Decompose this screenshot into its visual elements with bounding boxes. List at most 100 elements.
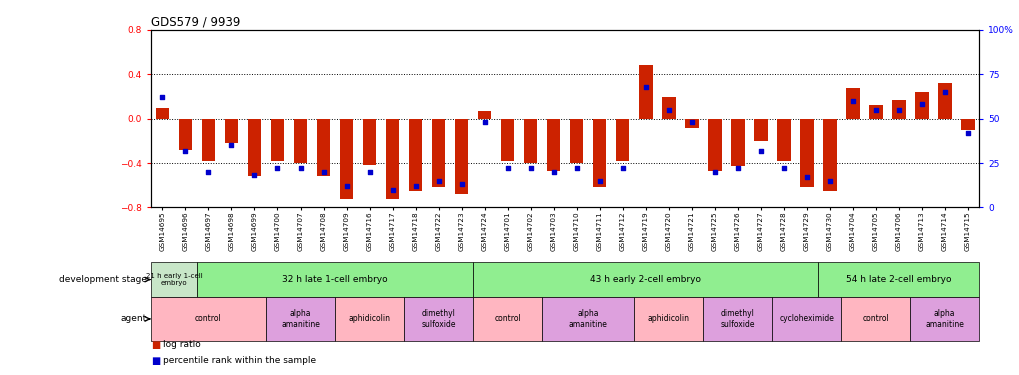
Text: ■: ■ — [151, 356, 160, 366]
Bar — [334, 297, 404, 340]
Bar — [541, 297, 634, 340]
Point — [453, 182, 470, 188]
Point — [752, 148, 768, 154]
Point — [407, 183, 423, 189]
Text: control: control — [195, 314, 222, 323]
Bar — [936, 83, 951, 118]
Bar — [404, 297, 473, 340]
Text: control: control — [861, 314, 889, 323]
Text: aphidicolin: aphidicolin — [348, 314, 390, 323]
Point — [844, 98, 860, 104]
Bar — [634, 297, 702, 340]
Point — [913, 102, 929, 108]
Point — [315, 169, 331, 175]
Bar — [909, 297, 978, 340]
Point — [384, 187, 400, 193]
Point — [499, 165, 516, 171]
Text: log ratio: log ratio — [163, 340, 201, 349]
Bar — [270, 118, 284, 161]
Bar — [156, 108, 169, 118]
Point — [154, 94, 170, 100]
Text: cycloheximide: cycloheximide — [779, 314, 834, 323]
Bar — [822, 118, 836, 191]
Text: dimethyl
sulfoxide: dimethyl sulfoxide — [421, 309, 455, 328]
Point — [774, 165, 791, 171]
Bar — [570, 118, 583, 163]
Text: ■: ■ — [151, 339, 160, 350]
Point — [706, 169, 722, 175]
Text: GDS579 / 9939: GDS579 / 9939 — [151, 15, 240, 28]
Text: alpha
amanitine: alpha amanitine — [568, 309, 607, 328]
Point — [568, 165, 584, 171]
Bar — [454, 118, 468, 194]
Bar — [202, 118, 215, 161]
Bar — [753, 118, 766, 141]
Point — [591, 178, 607, 184]
Point — [361, 169, 377, 175]
Point — [959, 130, 975, 136]
Point — [729, 165, 745, 171]
Bar — [477, 111, 491, 118]
Bar — [385, 118, 399, 198]
Bar — [817, 262, 978, 297]
Text: 32 h late 1-cell embryo: 32 h late 1-cell embryo — [282, 275, 387, 284]
Bar — [523, 118, 537, 163]
Point — [660, 107, 677, 113]
Point — [522, 165, 538, 171]
Point — [247, 172, 263, 178]
Bar — [707, 118, 720, 171]
Text: control: control — [493, 314, 521, 323]
Bar — [293, 118, 307, 163]
Text: aphidicolin: aphidicolin — [647, 314, 689, 323]
Bar — [891, 100, 905, 118]
Bar — [473, 262, 817, 297]
Text: development stage: development stage — [59, 275, 150, 284]
Bar — [151, 262, 197, 297]
Bar — [868, 105, 881, 118]
Bar — [799, 118, 813, 188]
Bar — [702, 297, 771, 340]
Bar — [841, 297, 909, 340]
Point — [338, 183, 355, 189]
Point — [890, 107, 906, 113]
Point — [223, 142, 239, 148]
Bar — [266, 297, 334, 340]
Text: percentile rank within the sample: percentile rank within the sample — [163, 356, 316, 365]
Bar — [178, 118, 193, 150]
Bar — [914, 92, 927, 118]
Bar — [592, 118, 606, 188]
Bar — [409, 118, 422, 191]
Text: alpha
amanitine: alpha amanitine — [281, 309, 320, 328]
Bar — [431, 118, 445, 188]
Bar — [248, 118, 261, 176]
Point — [200, 169, 216, 175]
Bar — [960, 118, 973, 130]
Point — [935, 89, 952, 95]
Bar — [776, 118, 790, 161]
Bar — [845, 88, 859, 118]
Bar — [661, 96, 675, 118]
Point — [292, 165, 309, 171]
Bar — [730, 118, 744, 166]
Text: 54 h late 2-cell embryo: 54 h late 2-cell embryo — [845, 275, 951, 284]
Point — [269, 165, 285, 171]
Bar — [771, 297, 841, 340]
Point — [637, 84, 653, 90]
Point — [866, 107, 882, 113]
Bar — [638, 66, 652, 118]
Bar — [615, 118, 629, 161]
Point — [545, 169, 561, 175]
Bar — [684, 118, 698, 128]
Text: agent: agent — [120, 314, 150, 323]
Point — [430, 178, 446, 184]
Bar — [197, 262, 473, 297]
Text: 43 h early 2-cell embryo: 43 h early 2-cell embryo — [590, 275, 700, 284]
Point — [683, 119, 699, 125]
Point — [476, 119, 492, 125]
Bar — [473, 297, 541, 340]
Bar — [151, 297, 266, 340]
Text: dimethyl
sulfoxide: dimethyl sulfoxide — [719, 309, 754, 328]
Bar — [500, 118, 514, 161]
Bar — [546, 118, 559, 171]
Text: alpha
amanitine: alpha amanitine — [924, 309, 963, 328]
